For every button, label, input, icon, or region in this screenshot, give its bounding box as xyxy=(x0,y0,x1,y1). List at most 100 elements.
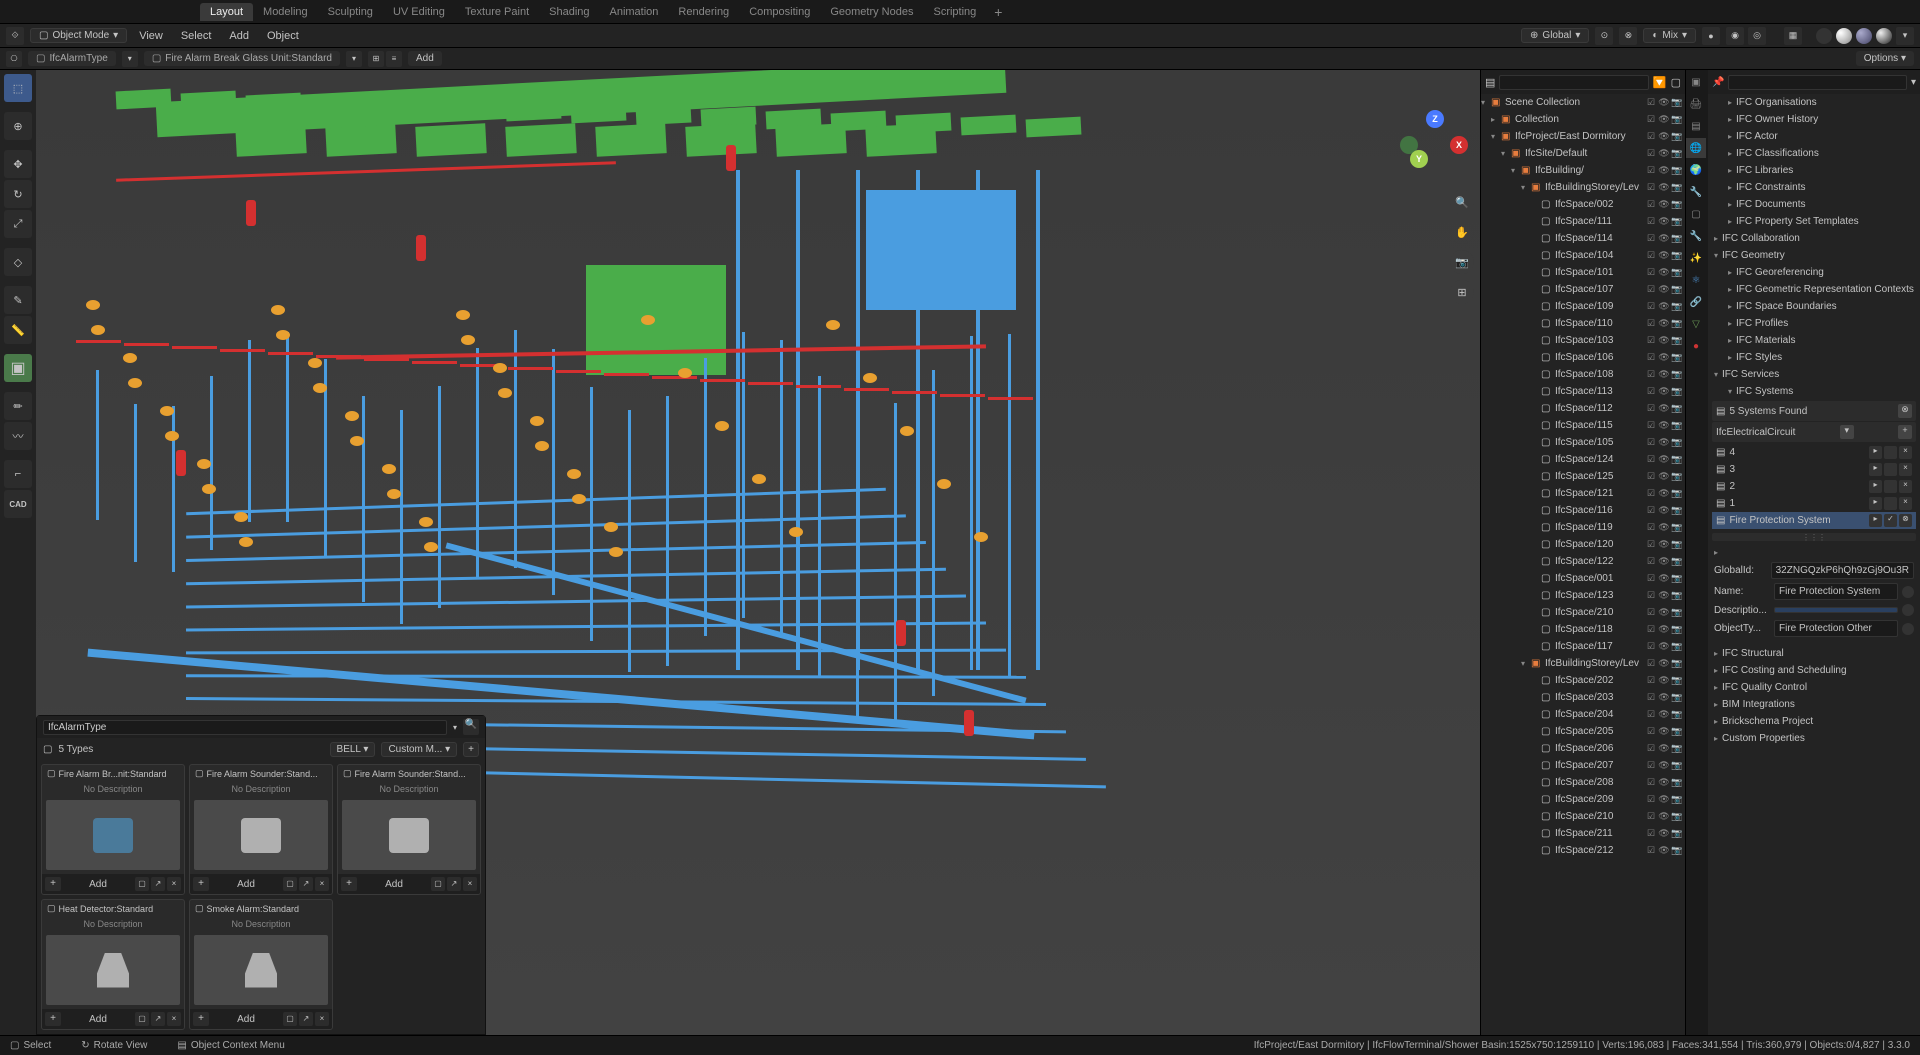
name-dot-icon[interactable] xyxy=(1902,586,1914,598)
tab-object[interactable]: ▢ xyxy=(1686,204,1706,224)
scene-field[interactable]: Scene xyxy=(1661,4,1703,19)
workspace-tab[interactable]: Animation xyxy=(600,3,669,21)
outliner-object[interactable]: ▢IfcSpace/125☑👁📷 xyxy=(1481,468,1685,485)
card-i2[interactable]: ↗ xyxy=(299,1012,313,1026)
view-menu[interactable]: View xyxy=(133,30,169,42)
section-collaboration[interactable]: ▸IFC Collaboration xyxy=(1708,230,1920,247)
card-close[interactable]: × xyxy=(167,877,181,891)
outliner-collection[interactable]: ▾▣Scene Collection☑👁📷 xyxy=(1481,94,1685,111)
card-add-icon[interactable]: + xyxy=(45,1012,61,1026)
asset-search-icon[interactable]: 🔍 xyxy=(463,719,479,735)
workspace-tab[interactable]: Shading xyxy=(539,3,599,21)
orientation-dropdown[interactable]: ⊕Global▾ xyxy=(1521,28,1589,43)
objtype-value[interactable]: Fire Protection Other xyxy=(1774,620,1898,637)
outliner-object[interactable]: ▢IfcSpace/106☑👁📷 xyxy=(1481,349,1685,366)
outliner-object[interactable]: ▢IfcSpace/124☑👁📷 xyxy=(1481,451,1685,468)
tab-render[interactable]: ▣ xyxy=(1686,72,1706,92)
scene-icon[interactable]: 🎬 xyxy=(1637,3,1655,21)
outliner-object[interactable]: ▢IfcSpace/121☑👁📷 xyxy=(1481,485,1685,502)
layer-field[interactable]: ViewLayer xyxy=(1805,4,1866,19)
grid-icon[interactable]: ⊞ xyxy=(368,51,384,67)
card-add-button[interactable]: Add xyxy=(63,1014,133,1025)
card-i1[interactable]: ▢ xyxy=(283,1012,297,1026)
system-item[interactable]: ▤3▸× xyxy=(1712,461,1916,478)
section-geometry[interactable]: ▾IFC Geometry xyxy=(1708,247,1920,264)
outliner-object[interactable]: ▢IfcSpace/203☑👁📷 xyxy=(1481,689,1685,706)
mix-dropdown[interactable]: ◐Mix▾ xyxy=(1643,28,1696,43)
editor-type-icon[interactable]: ⟐ xyxy=(6,27,24,45)
outliner-collection[interactable]: ▾▣IfcSite/Default☑👁📷 xyxy=(1481,145,1685,162)
perspective-icon[interactable]: ⊞ xyxy=(1450,280,1474,304)
outliner-object[interactable]: ▢IfcSpace/209☑👁📷 xyxy=(1481,791,1685,808)
tab-physics[interactable]: ⚛ xyxy=(1686,270,1706,290)
property-section[interactable]: ▸IFC Documents xyxy=(1708,196,1920,213)
card-add-icon[interactable]: + xyxy=(341,877,357,891)
type-dropdown-icon[interactable]: ▾ xyxy=(122,51,138,67)
outliner-object[interactable]: ▢IfcSpace/001☑👁📷 xyxy=(1481,570,1685,587)
mode-dropdown[interactable]: ▢Object Mode▾ xyxy=(30,28,127,43)
scene-new-icon[interactable]: ▢ xyxy=(1733,3,1751,21)
outliner-search[interactable] xyxy=(1499,75,1648,90)
property-section[interactable]: ▸IFC Actor xyxy=(1708,128,1920,145)
outliner-object[interactable]: ▢IfcSpace/109☑👁📷 xyxy=(1481,298,1685,315)
section-systems[interactable]: ▾IFC Systems xyxy=(1708,383,1920,400)
resize-handle[interactable]: ⋮⋮⋮ xyxy=(1712,533,1916,541)
outliner-object[interactable]: ▢IfcSpace/210☑👁📷 xyxy=(1481,604,1685,621)
tab-constraints[interactable]: 🔗 xyxy=(1686,292,1706,312)
workspace-tab[interactable]: Sculpting xyxy=(318,3,383,21)
name-dropdown-icon[interactable]: ▾ xyxy=(346,51,362,67)
asset-card[interactable]: ▢Fire Alarm Sounder:Stand...No Descripti… xyxy=(189,764,333,895)
outliner-object[interactable]: ▢IfcSpace/111☑👁📷 xyxy=(1481,213,1685,230)
props-pin-icon[interactable]: 📌 xyxy=(1712,77,1724,88)
overlay-icon[interactable]: ◉ xyxy=(1726,27,1744,45)
outliner-collection[interactable]: ▾▣IfcBuilding/☑👁📷 xyxy=(1481,162,1685,179)
add-menu[interactable]: Add xyxy=(223,30,255,42)
gizmo-y[interactable]: Y xyxy=(1410,150,1428,168)
card-close[interactable]: × xyxy=(167,1012,181,1026)
property-section[interactable]: ▸IFC Constraints xyxy=(1708,179,1920,196)
tab-modifiers[interactable]: 🔧 xyxy=(1686,226,1706,246)
outliner-object[interactable]: ▢IfcSpace/204☑👁📷 xyxy=(1481,706,1685,723)
card-add-icon[interactable]: + xyxy=(193,1012,209,1026)
section-services[interactable]: ▾IFC Services xyxy=(1708,366,1920,383)
select-tool[interactable]: ⬚ xyxy=(4,74,32,102)
outliner-object[interactable]: ▢IfcSpace/118☑👁📷 xyxy=(1481,621,1685,638)
system-item[interactable]: ▤4▸× xyxy=(1712,444,1916,461)
outliner-object[interactable]: ▢IfcSpace/212☑👁📷 xyxy=(1481,842,1685,859)
outliner-object[interactable]: ▢IfcSpace/210☑👁📷 xyxy=(1481,808,1685,825)
workspace-tab[interactable]: Scripting xyxy=(923,3,986,21)
property-section[interactable]: ▸IFC Organisations xyxy=(1708,94,1920,111)
snap-tool[interactable]: ⌐ xyxy=(4,460,32,488)
transform-tool[interactable]: ◇ xyxy=(4,248,32,276)
property-section[interactable]: ▸IFC Classifications xyxy=(1708,145,1920,162)
property-section[interactable]: ▸IFC Structural xyxy=(1708,645,1920,662)
select-menu[interactable]: Select xyxy=(175,30,218,42)
outliner-object[interactable]: ▢IfcSpace/101☑👁📷 xyxy=(1481,264,1685,281)
pan-icon[interactable]: ✋ xyxy=(1450,220,1474,244)
zoom-icon[interactable]: 🔍 xyxy=(1450,190,1474,214)
name-value[interactable]: Fire Protection System xyxy=(1774,583,1898,600)
workspace-tab[interactable]: Modeling xyxy=(253,3,318,21)
property-section[interactable]: ▸IFC Owner History xyxy=(1708,111,1920,128)
outliner-tree[interactable]: ▾▣Scene Collection☑👁📷▸▣Collection☑👁📷▾▣If… xyxy=(1481,94,1685,1035)
outliner-icon[interactable]: ▤ xyxy=(1485,76,1495,89)
card-i1[interactable]: ▢ xyxy=(135,877,149,891)
filter-icon[interactable]: 🔽 xyxy=(1653,76,1667,89)
cad-tool[interactable]: CAD xyxy=(4,490,32,518)
shading-rendered[interactable] xyxy=(1876,28,1892,44)
workspace-tab[interactable]: Rendering xyxy=(668,3,739,21)
property-subsection[interactable]: ▸IFC Space Boundaries xyxy=(1708,298,1920,315)
circuit-add-icon[interactable]: + xyxy=(1898,425,1912,439)
card-i2[interactable]: ↗ xyxy=(447,877,461,891)
card-i2[interactable]: ↗ xyxy=(151,1012,165,1026)
gizmo-x[interactable]: X xyxy=(1450,136,1468,154)
draw-tool[interactable]: ✏ xyxy=(4,392,32,420)
asset-search-input[interactable] xyxy=(43,720,447,735)
workspace-tab[interactable]: Texture Paint xyxy=(455,3,539,21)
card-i2[interactable]: ↗ xyxy=(299,877,313,891)
outliner-object[interactable]: ▢IfcSpace/208☑👁📷 xyxy=(1481,774,1685,791)
bell-dropdown[interactable]: BELL ▾ xyxy=(330,742,376,757)
card-close[interactable]: × xyxy=(315,877,329,891)
tab-particles[interactable]: ✨ xyxy=(1686,248,1706,268)
globalid-value[interactable]: 32ZNGQzkP6hQh9zGj9Ou3R xyxy=(1771,562,1914,579)
